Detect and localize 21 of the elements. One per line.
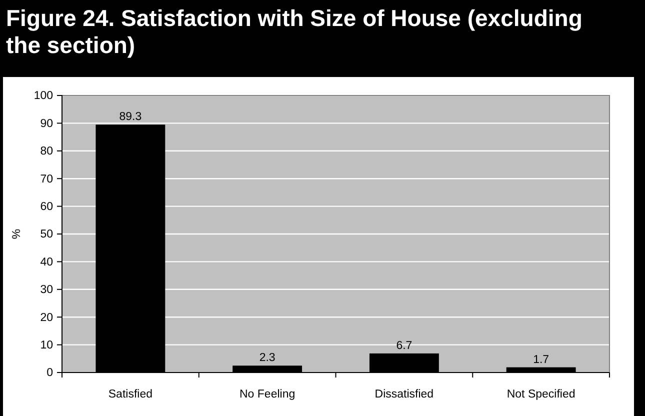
y-tick-label: 50	[40, 228, 53, 241]
y-tick-label: 30	[40, 284, 53, 296]
y-tick-label: 10	[40, 339, 53, 352]
y-tick-label: 0	[46, 367, 53, 380]
data-label: 2.3	[259, 352, 276, 364]
x-tick-label: No Feeling	[240, 388, 296, 400]
y-tick-label: 40	[40, 256, 53, 268]
data-label: 1.7	[533, 354, 550, 366]
data-label: 89.3	[119, 111, 142, 124]
y-tick-label: 60	[40, 200, 53, 213]
x-tick-label: Satisfied	[108, 388, 152, 400]
y-tick-label: 90	[40, 118, 53, 130]
y-tick-label: 80	[40, 146, 53, 158]
chart-title: Figure 24. Satisfaction with Size of House (excluding the section)	[6, 5, 584, 59]
y-axis-title: %	[11, 228, 23, 240]
y-tick-label: 70	[40, 173, 53, 186]
x-tick-label: Dissatisfied	[374, 388, 434, 400]
x-tick-label: Not Specified	[506, 388, 576, 400]
y-tick-label: 100	[34, 90, 53, 102]
y-tick-label: 20	[40, 312, 53, 324]
data-label: 6.7	[396, 340, 412, 352]
